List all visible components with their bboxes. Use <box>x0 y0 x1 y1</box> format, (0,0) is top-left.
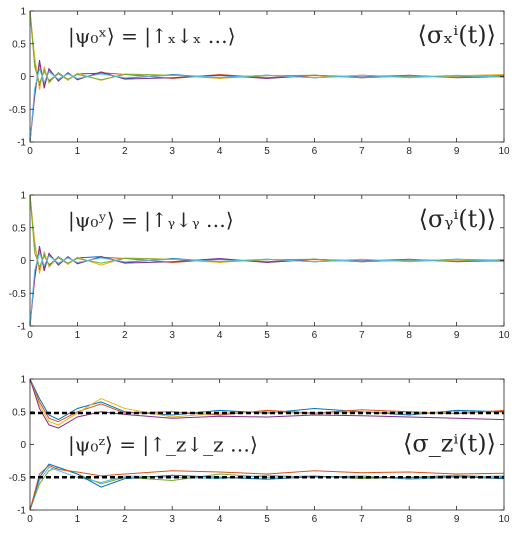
series-line-2 <box>30 379 504 423</box>
x-tick-label: 1 <box>75 330 81 341</box>
x-tick-label: 7 <box>359 514 365 525</box>
x-tick-label: 2 <box>122 330 128 341</box>
x-tick-label: 10 <box>498 146 510 157</box>
x-tick-label: 8 <box>406 514 412 525</box>
x-tick-label: 10 <box>498 514 510 525</box>
state-label: |ψ₀ˣ⟩ = |↑ₓ↓ₓ …⟩ <box>68 24 236 49</box>
x-tick-label: 5 <box>264 514 270 525</box>
x-tick-label: 5 <box>264 330 270 341</box>
x-tick-label: 6 <box>312 514 318 525</box>
state-label: |ψ₀ᶻ⟩ = |↑_z↓_z …⟩ <box>68 433 258 458</box>
observable-label: ⟨σᵧⁱ(t)⟩ <box>419 205 496 233</box>
x-tick-label: 4 <box>217 330 223 341</box>
series-line-6 <box>30 66 504 142</box>
chart-panel-2: 0 1 2 3 4 5 6 7 8 9 10 -1 -0.5 0 0.5 1 |ψ₀ʸ⟩ = |↑ᵧ↓ᵧ …⟩ ⟨… <box>9 191 510 342</box>
x-tick-label: 3 <box>169 330 175 341</box>
y-tick-label: 0 <box>20 256 26 267</box>
observable-label: ⟨σₓⁱ(t)⟩ <box>418 21 496 49</box>
y-tick-label: 0 <box>20 72 26 83</box>
x-tick-label: 7 <box>359 330 365 341</box>
series-group <box>30 379 504 510</box>
series-line-4 <box>30 60 504 142</box>
x-tick-label: 2 <box>122 514 128 525</box>
x-tick-label: 9 <box>454 330 460 341</box>
observable-label: ⟨σ_zⁱ(t)⟩ <box>403 430 496 458</box>
y-tick-label: 0.5 <box>12 39 26 50</box>
x-tick-label: 0 <box>27 514 33 525</box>
y-tick-label: -0.5 <box>9 105 27 116</box>
y-tick-label: -1 <box>17 138 26 149</box>
series-line-5 <box>30 11 504 85</box>
chart-panel-1: 0 1 2 3 4 5 6 7 8 9 10 -1 -0.5 0 0.5 1 |ψ₀ˣ⟩ = |↑ₓ↓ₓ …⟩ ⟨… <box>9 7 510 158</box>
x-tick-label: 8 <box>406 330 412 341</box>
x-tick-label: 5 <box>264 146 270 157</box>
y-tick-label: -0.5 <box>9 473 27 484</box>
y-tick-label: 0.5 <box>12 223 26 234</box>
y-tick-label: -0.5 <box>9 289 27 300</box>
x-tick-label: 2 <box>122 146 128 157</box>
series-line-6 <box>30 250 504 326</box>
y-tick-label: 1 <box>20 191 26 202</box>
x-tick-label: 3 <box>169 146 175 157</box>
y-tick-label: -1 <box>17 506 26 517</box>
x-tick-label: 0 <box>27 330 33 341</box>
series-line-8 <box>30 464 504 510</box>
x-tick-label: 7 <box>359 146 365 157</box>
state-label: |ψ₀ʸ⟩ = |↑ᵧ↓ᵧ …⟩ <box>68 208 234 233</box>
x-tick-label: 4 <box>217 146 223 157</box>
x-tick-label: 8 <box>406 146 412 157</box>
series-group <box>30 11 504 142</box>
x-tick-label: 3 <box>169 514 175 525</box>
y-tick-label: 0 <box>20 440 26 451</box>
chart-panel-3: 0 1 2 3 4 5 6 7 8 9 10 -1 -0.5 0 0.5 1 |ψ₀ᶻ⟩ = |↑_z↓_z …… <box>9 375 510 526</box>
y-tick-label: -1 <box>17 322 26 333</box>
x-tick-label: 9 <box>454 514 460 525</box>
x-tick-label: 6 <box>312 146 318 157</box>
x-tick-label: 10 <box>498 330 510 341</box>
x-tick-label: 1 <box>75 514 81 525</box>
y-tick-label: 1 <box>20 7 26 18</box>
x-tick-label: 6 <box>312 330 318 341</box>
series-group <box>30 195 504 326</box>
x-tick-label: 1 <box>75 146 81 157</box>
series-line-5 <box>30 195 504 269</box>
series-line-4 <box>30 379 504 429</box>
x-tick-label: 4 <box>217 514 223 525</box>
x-tick-label: 9 <box>454 146 460 157</box>
y-tick-label: 0.5 <box>12 407 26 418</box>
y-tick-label: 1 <box>20 375 26 386</box>
x-tick-label: 0 <box>27 146 33 157</box>
series-line-7 <box>30 463 504 510</box>
